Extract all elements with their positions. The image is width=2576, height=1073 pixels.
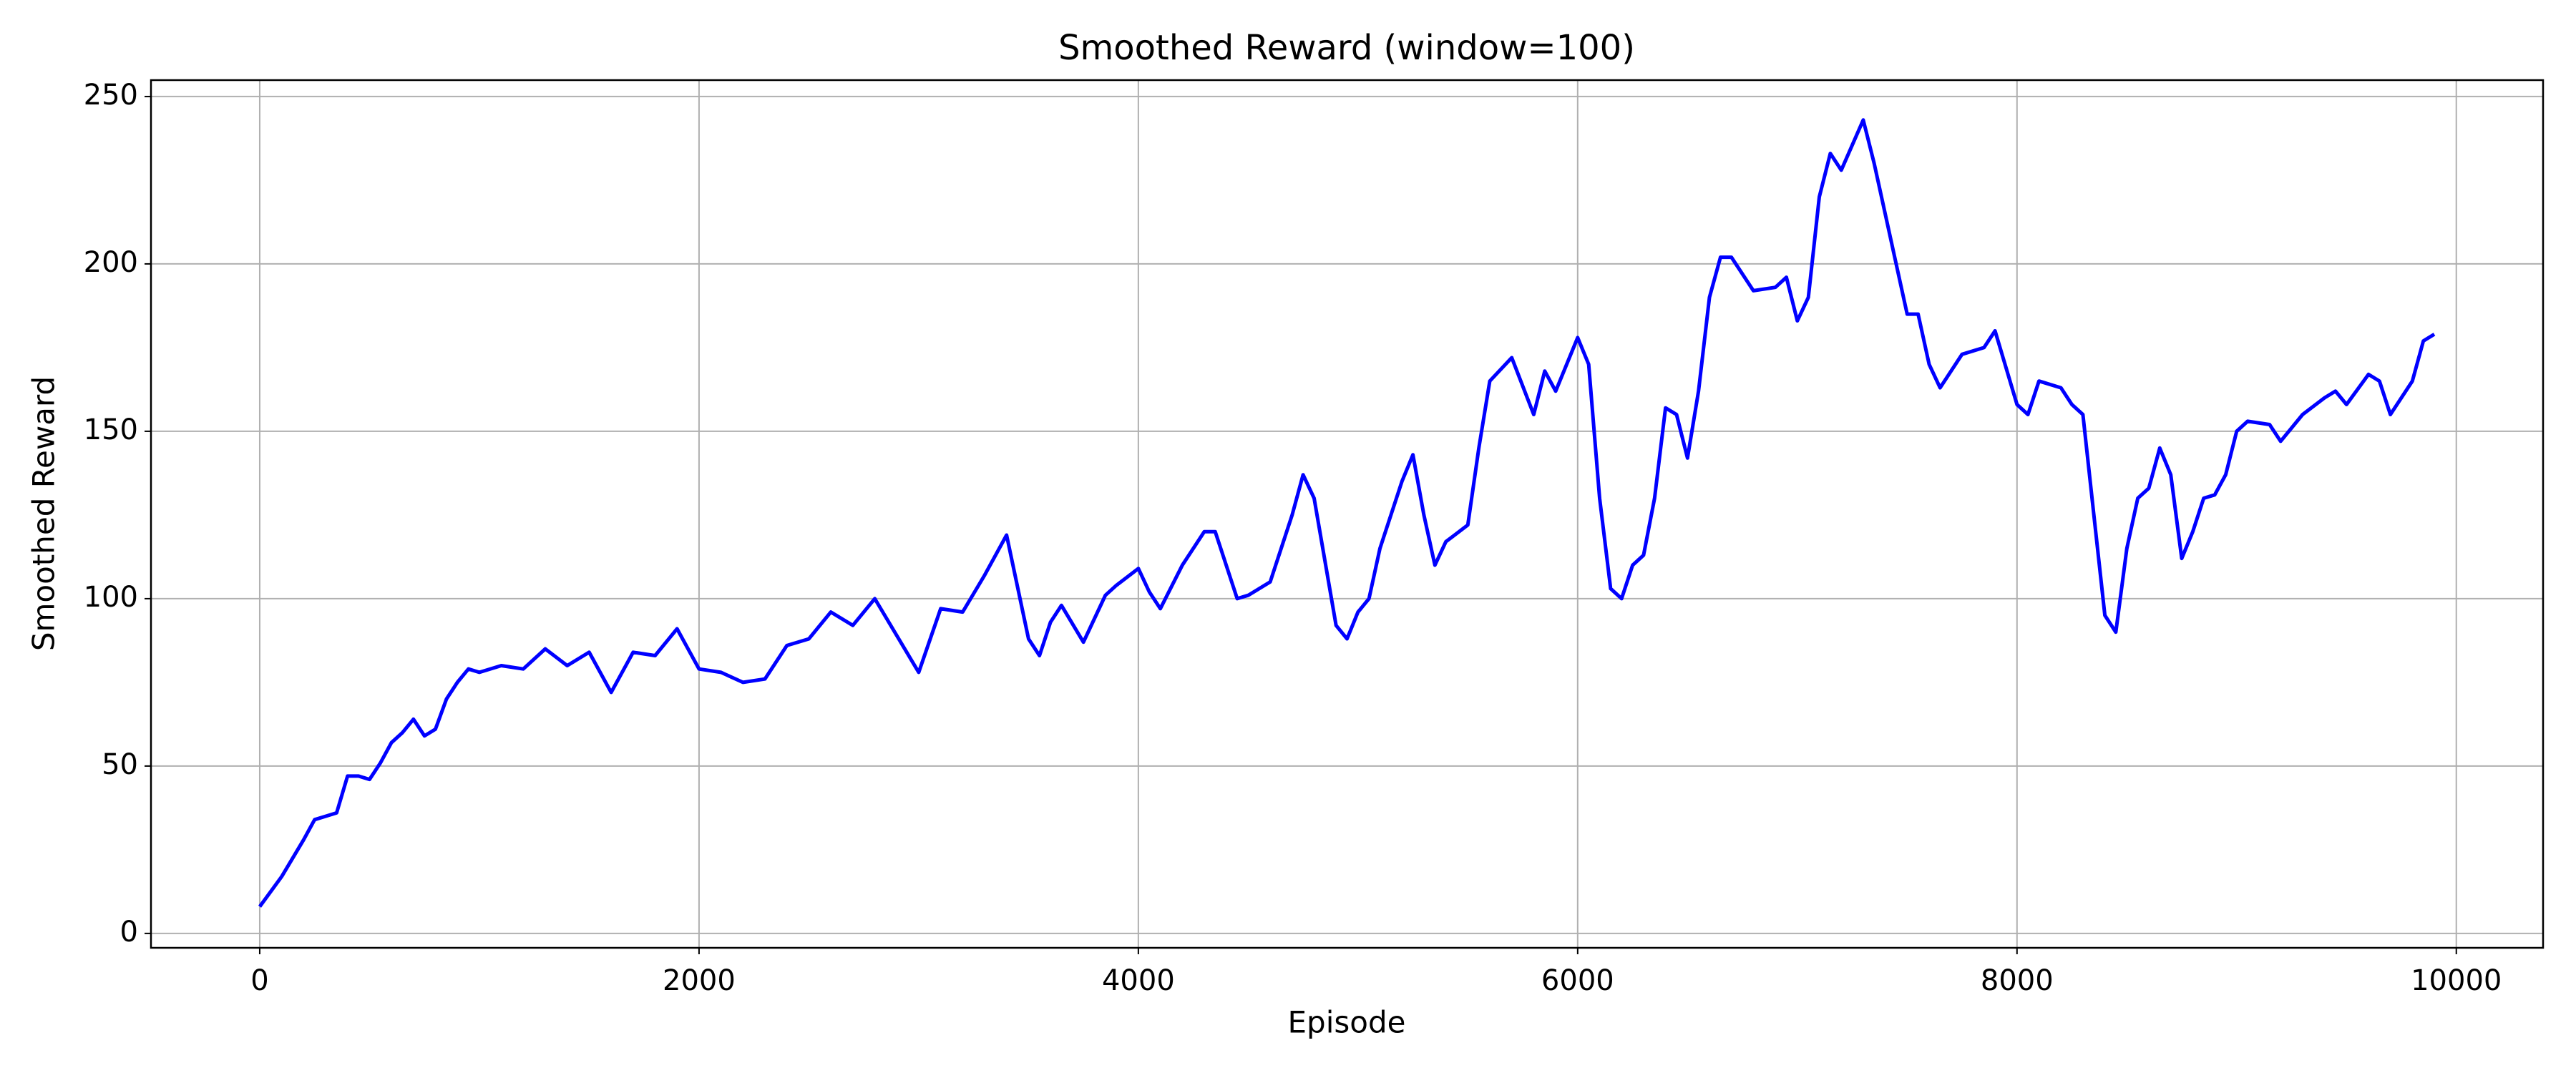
plot-frame [150, 79, 2545, 949]
y-tick-label: 200 [84, 246, 138, 279]
y-tick-label: 100 [84, 581, 138, 614]
x-tick-label: 4000 [1102, 964, 1175, 997]
y-tick-label: 0 [120, 916, 138, 949]
chart-title: Smoothed Reward (window=100) [1058, 28, 1635, 68]
y-tick-label: 150 [84, 413, 138, 446]
x-axis-label: Episode [1288, 1005, 1406, 1040]
y-tick-label: 50 [102, 748, 138, 781]
y-tick-label: 250 [84, 79, 138, 112]
x-tick-label: 10000 [2411, 964, 2502, 997]
x-tick-label: 8000 [1981, 964, 2054, 997]
x-tick-label: 6000 [1541, 964, 1614, 997]
y-axis-label: Smoothed Reward [26, 376, 62, 651]
x-tick-label: 0 [250, 964, 268, 997]
data-line [258, 118, 2436, 908]
x-tick-label: 2000 [663, 964, 736, 997]
